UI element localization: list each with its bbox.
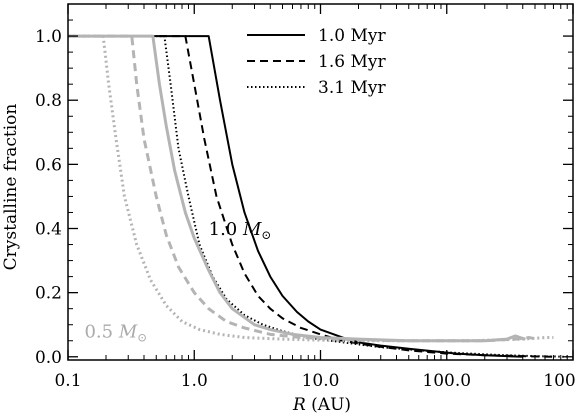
series-line-1p0msun-1p0myr [68,35,523,358]
legend: 1.0 Myr 1.6 Myr 3.1 Myr [247,26,386,98]
mass-annotation: 1.0 M⊙ [209,219,272,242]
x-tick-label: 100.0 [422,371,471,391]
mass-annotation: 0.5 M⊙ [84,322,147,345]
y-tick-label: 0.4 [35,220,62,240]
x-tick-label: 1.0 [181,371,208,391]
x-tick-label: 10.0 [302,371,340,391]
y-tick-label: 0.6 [35,155,62,175]
y-tick-label: 0.8 [35,91,62,111]
x-axis-title: R (AU) [292,395,351,414]
y-tick-label: 0.2 [35,284,62,304]
y-axis-title: Crystalline fraction [1,104,21,271]
curves-layer [68,34,568,358]
series-line-1p0msun-1p6myr [68,35,554,358]
legend-label: 3.1 Myr [318,78,386,98]
legend-label: 1.6 Myr [318,52,386,72]
series-line-0p5msun-1p6myr [68,34,538,343]
annotations: 1.0 M⊙ 0.5 M⊙ [84,219,271,345]
y-tick-label: 0.0 [35,348,62,368]
series-line-0p5msun-1p0myr [68,34,526,343]
y-tick-label: 1.0 [35,27,62,47]
x-tick-label: 0.1 [54,371,81,391]
legend-label: 1.0 Myr [318,26,386,46]
series-line-0p5msun-3p1myr [68,34,554,343]
x-axis-title-unit: (AU) [311,395,351,414]
x-axis-title-variable: R [292,395,306,414]
axis-ticks [67,4,574,360]
